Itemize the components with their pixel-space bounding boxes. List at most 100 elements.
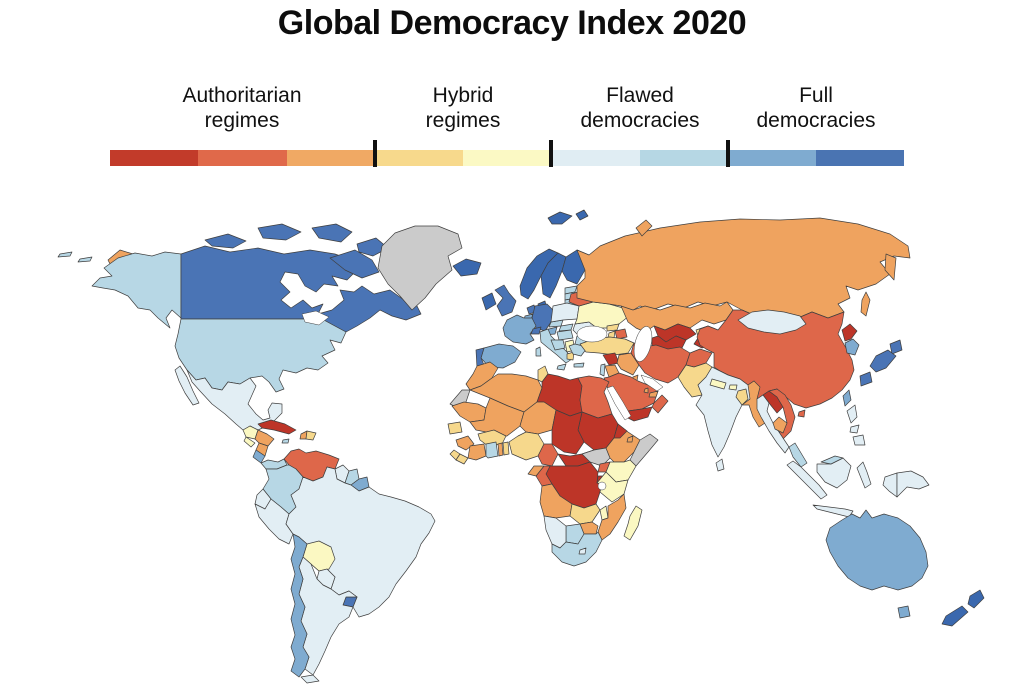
legend-label-full: Full democracies xyxy=(756,84,876,133)
legend-label-flawed: Flawed democracies xyxy=(580,84,700,133)
country-new-zealand-south xyxy=(941,605,969,627)
legend-segment-full xyxy=(728,150,904,166)
country-liberia xyxy=(455,453,469,465)
country-russia-novaya-zemlya xyxy=(635,219,653,237)
country-south-africa xyxy=(551,531,603,567)
legend-swatch xyxy=(639,150,728,166)
legend-swatch xyxy=(110,150,199,166)
country-philippines xyxy=(846,404,866,446)
country-china-hainan xyxy=(797,409,806,418)
country-russia-kamchatka xyxy=(884,253,897,281)
country-ghana xyxy=(485,441,499,459)
caspian-sea xyxy=(633,326,653,362)
country-poland xyxy=(550,302,580,323)
great-lakes xyxy=(301,310,330,326)
country-eritrea xyxy=(613,423,628,439)
country-tasmania xyxy=(897,605,911,619)
legend-labels: Authoritarian regimes Hybrid regimes Flawe… xyxy=(110,82,904,134)
country-el-salvador xyxy=(243,436,256,448)
country-myanmar xyxy=(741,380,766,428)
legend-swatch xyxy=(463,150,551,166)
page-title: Global Democracy Index 2020 xyxy=(277,4,747,42)
country-australia xyxy=(825,509,929,591)
legend-swatch xyxy=(375,150,463,166)
country-malawi xyxy=(599,505,609,521)
country-indonesia-java xyxy=(812,504,854,518)
country-uae xyxy=(648,390,659,398)
country-south-korea xyxy=(844,338,860,356)
country-russia xyxy=(576,217,911,321)
country-chad xyxy=(551,409,585,455)
country-mongolia xyxy=(737,309,807,335)
country-portugal xyxy=(475,347,486,369)
country-zambia xyxy=(569,503,601,525)
country-papua-new-guinea xyxy=(896,470,930,498)
country-indonesia-sulawesi xyxy=(856,461,872,489)
country-malaysia-borneo xyxy=(820,455,844,465)
country-france xyxy=(502,314,537,345)
country-malaysia xyxy=(788,442,808,468)
country-japan-honshu xyxy=(869,349,897,373)
country-greenland xyxy=(377,225,463,311)
legend: Authoritarian regimes Hybrid regimes Flawe… xyxy=(110,82,904,168)
country-egypt xyxy=(577,375,613,419)
country-japan-kyushu xyxy=(859,371,873,387)
country-oman xyxy=(651,394,669,414)
country-hungary xyxy=(556,329,574,341)
country-switzerland xyxy=(530,326,542,335)
country-djibouti xyxy=(626,435,634,443)
legend-segment-flawed xyxy=(551,150,728,166)
country-cambodia xyxy=(772,416,788,434)
country-usa-aleutians xyxy=(57,251,93,263)
country-albania xyxy=(566,351,575,361)
country-qatar xyxy=(643,387,649,394)
legend-swatch xyxy=(816,150,904,166)
country-georgia xyxy=(606,323,620,332)
country-dominican-republic xyxy=(305,430,317,441)
country-mexico xyxy=(186,369,283,431)
country-nepal xyxy=(709,378,727,390)
country-taiwan xyxy=(842,389,852,407)
country-iceland xyxy=(452,258,482,277)
legend-swatch xyxy=(198,150,287,166)
country-azerbaijan xyxy=(614,328,628,340)
country-benin xyxy=(502,441,510,456)
country-bhutan xyxy=(728,384,738,391)
country-madagascar xyxy=(623,505,643,541)
country-new-zealand-north xyxy=(967,589,985,609)
legend-label-authoritarian: Authoritarian regimes xyxy=(182,84,302,133)
country-israel xyxy=(599,363,606,377)
legend-tick xyxy=(726,140,730,167)
black-sea xyxy=(576,325,608,343)
country-lesotho xyxy=(578,547,587,555)
country-mexico-baja xyxy=(174,365,200,406)
country-svalbard xyxy=(547,209,589,225)
country-north-korea xyxy=(841,323,858,342)
country-chile xyxy=(290,533,310,678)
country-usa-alaska xyxy=(91,251,182,329)
country-honduras xyxy=(254,429,275,447)
country-jamaica xyxy=(281,438,290,444)
country-tierra-del-fuego xyxy=(300,674,320,684)
legend-swatch xyxy=(286,150,375,166)
country-indonesia-sumatra xyxy=(786,460,828,500)
country-cuba xyxy=(257,419,297,435)
country-sweden xyxy=(540,252,567,299)
legend-swatch xyxy=(551,150,640,166)
lake-victoria xyxy=(597,481,607,491)
persian-gulf xyxy=(640,374,664,392)
country-gabon xyxy=(527,465,545,477)
legend-label-hybrid: Hybrid regimes xyxy=(425,84,501,133)
country-russia-sakhalin xyxy=(860,291,871,317)
country-sri-lanka xyxy=(715,458,725,472)
country-ivory-coast xyxy=(467,443,487,461)
country-uk xyxy=(494,284,517,317)
country-mauritania xyxy=(451,401,487,423)
country-canada-arctic-islands xyxy=(204,223,389,279)
legend-swatch xyxy=(728,150,816,166)
country-togo xyxy=(497,442,504,457)
country-bangladesh xyxy=(735,388,749,406)
country-japan-hokkaido xyxy=(889,339,903,355)
country-mozambique xyxy=(597,493,627,541)
legend-segment-authoritarian xyxy=(110,150,375,166)
